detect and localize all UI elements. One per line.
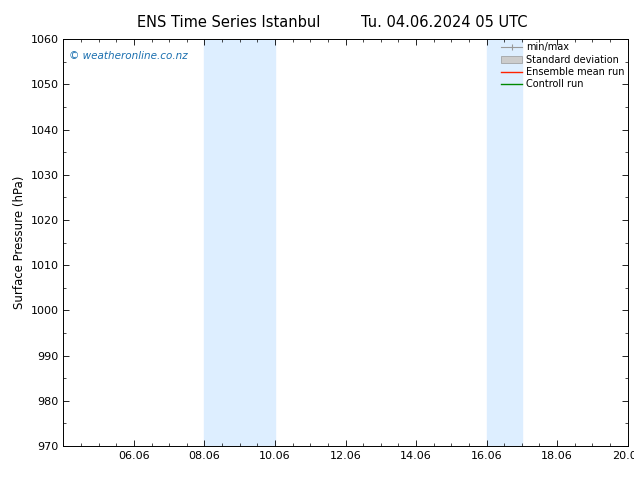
Y-axis label: Surface Pressure (hPa): Surface Pressure (hPa): [13, 176, 26, 309]
Text: © weatheronline.co.nz: © weatheronline.co.nz: [69, 51, 188, 61]
Bar: [204, 39, 275, 446]
Legend: min/max, Standard deviation, Ensemble mean run, Controll run: min/max, Standard deviation, Ensemble me…: [499, 40, 626, 91]
Text: Tu. 04.06.2024 05 UTC: Tu. 04.06.2024 05 UTC: [361, 15, 527, 30]
Text: ENS Time Series Istanbul: ENS Time Series Istanbul: [136, 15, 320, 30]
Bar: [487, 39, 522, 446]
